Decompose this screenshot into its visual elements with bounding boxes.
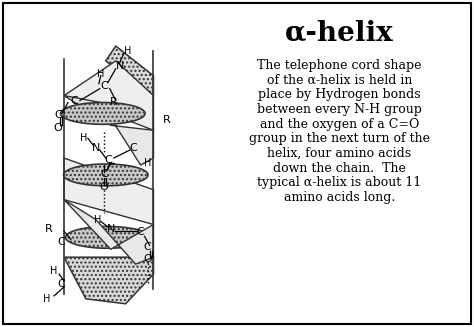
Text: C: C — [57, 279, 65, 289]
Text: N: N — [91, 143, 100, 153]
Text: H: H — [144, 158, 151, 168]
Text: C: C — [54, 111, 62, 120]
Text: C: C — [137, 227, 145, 237]
Text: C: C — [130, 143, 137, 153]
Text: C: C — [100, 81, 108, 91]
Text: helix, four amino acids: helix, four amino acids — [267, 147, 411, 160]
Text: H: H — [80, 133, 88, 143]
Text: amino acids long.: amino acids long. — [284, 191, 395, 204]
Polygon shape — [64, 61, 154, 130]
Polygon shape — [64, 95, 154, 165]
Text: place by Hydrogen bonds: place by Hydrogen bonds — [258, 88, 421, 101]
Text: N: N — [107, 224, 115, 234]
Text: R: R — [110, 96, 118, 107]
Text: between every N-H group: between every N-H group — [257, 103, 422, 116]
Ellipse shape — [65, 227, 150, 248]
Text: O: O — [54, 123, 63, 133]
Text: C: C — [70, 95, 78, 106]
FancyBboxPatch shape — [3, 3, 471, 324]
Text: H: H — [97, 69, 104, 79]
Polygon shape — [64, 200, 154, 264]
Text: H: H — [50, 266, 58, 276]
Text: group in the next turn of the: group in the next turn of the — [249, 132, 430, 145]
Text: C: C — [100, 169, 108, 179]
Text: R: R — [163, 115, 170, 125]
Text: N: N — [116, 61, 124, 71]
Polygon shape — [64, 158, 154, 224]
Text: O: O — [100, 182, 108, 192]
Text: H: H — [94, 215, 101, 225]
Text: O: O — [143, 254, 152, 264]
Text: H: H — [124, 46, 131, 56]
Text: of the α-helix is held in: of the α-helix is held in — [267, 74, 412, 87]
Text: α-helix: α-helix — [285, 19, 394, 46]
Text: The telephone cord shape: The telephone cord shape — [257, 59, 422, 72]
Text: R: R — [45, 224, 53, 234]
Ellipse shape — [61, 103, 145, 124]
Ellipse shape — [64, 164, 148, 186]
Text: C: C — [144, 242, 151, 252]
Text: C: C — [104, 155, 112, 165]
Text: typical α-helix is about 11: typical α-helix is about 11 — [257, 176, 421, 189]
Polygon shape — [106, 46, 154, 95]
Text: down the chain.  The: down the chain. The — [273, 162, 406, 175]
Polygon shape — [64, 257, 154, 304]
Text: C: C — [57, 237, 65, 247]
Text: H: H — [44, 294, 51, 304]
Text: and the oxygen of a C=O: and the oxygen of a C=O — [260, 118, 419, 130]
